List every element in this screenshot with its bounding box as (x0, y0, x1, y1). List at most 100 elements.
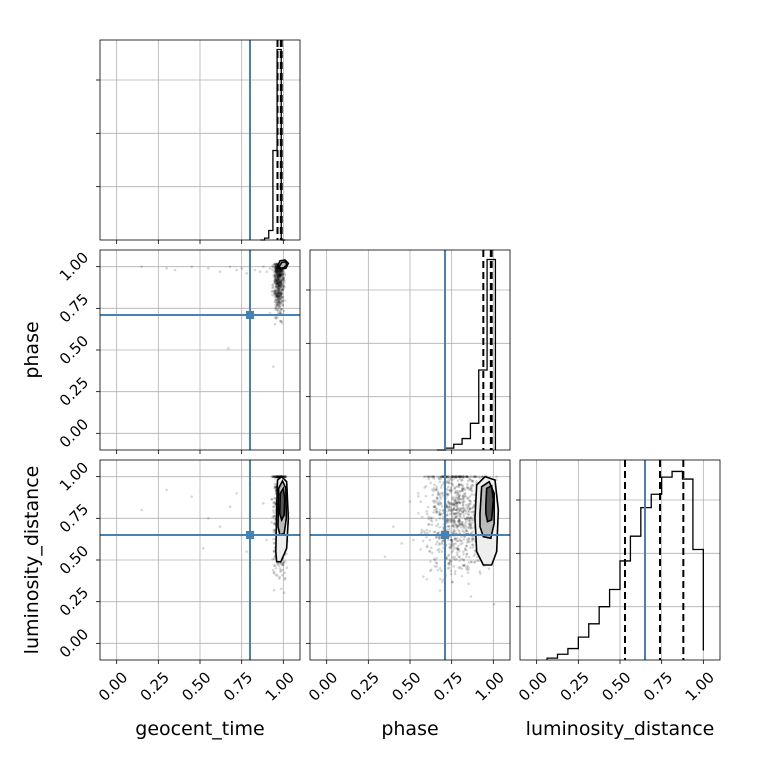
sample-point (446, 528, 449, 531)
sample-point (273, 289, 277, 292)
sample-point (275, 269, 278, 273)
sample-point (435, 562, 439, 565)
sample-point (277, 278, 281, 281)
sample-point (451, 484, 455, 487)
sample-point (417, 492, 420, 495)
sample-point (447, 493, 450, 496)
sample-point (449, 545, 453, 548)
sample-point (429, 569, 432, 573)
sample-point (453, 498, 457, 502)
sample-point (278, 285, 281, 289)
sample-point (441, 580, 444, 583)
sample-point (455, 524, 459, 528)
sample-point (277, 289, 280, 292)
sample-point (277, 296, 280, 299)
x-axis-label: geocent_time (135, 718, 264, 740)
sample-point (447, 553, 451, 556)
sample-point (284, 475, 287, 478)
sample-point (275, 270, 279, 274)
sample-point (280, 301, 283, 305)
sample-point (422, 575, 425, 578)
sample-point (457, 512, 461, 515)
sample-point (457, 483, 461, 487)
sample-point (464, 524, 468, 528)
sample-point (277, 281, 280, 284)
sample-point (276, 303, 279, 307)
sample-point (279, 273, 282, 277)
sample-point (274, 292, 277, 295)
sample-point (282, 561, 285, 564)
sample-point (279, 283, 282, 287)
sample-point (275, 302, 279, 305)
sample-point (279, 281, 283, 285)
sample-point (279, 286, 283, 289)
sample-point (449, 519, 453, 523)
sample-point (471, 479, 475, 483)
sample-point (277, 274, 281, 277)
sample-point (274, 289, 278, 293)
sample-point (464, 517, 468, 521)
sample-point (457, 519, 460, 523)
sample-point (278, 279, 282, 283)
sample-point (460, 521, 464, 524)
sample-point (446, 476, 450, 480)
x-tick-label: 0.50 (178, 668, 214, 704)
sample-point (461, 478, 464, 482)
sample-point (282, 561, 286, 564)
sample-point (278, 274, 282, 278)
sample-point (278, 285, 281, 288)
sample-point (427, 477, 430, 481)
sample-point (458, 523, 462, 527)
sample-point (453, 555, 457, 559)
sample-point (274, 277, 277, 280)
sample-point (455, 502, 459, 505)
sample-point (459, 489, 463, 493)
sample-point (446, 492, 449, 496)
sample-point (450, 544, 454, 547)
sample-point (427, 517, 430, 521)
sample-point (452, 557, 455, 561)
sample-point (451, 524, 455, 528)
sample-point (436, 502, 440, 506)
sample-point (487, 567, 491, 570)
sample-point (275, 271, 278, 274)
sample-point (447, 485, 450, 489)
sample-point (457, 496, 461, 500)
sample-point (276, 276, 280, 280)
sample-point (228, 505, 232, 508)
sample-point (468, 502, 471, 506)
sample-point (279, 269, 282, 273)
sample-point (447, 524, 450, 528)
sample-point (435, 518, 438, 522)
sample-point (466, 564, 469, 568)
sample-point (471, 545, 475, 549)
sample-point (273, 290, 277, 294)
sample-point (456, 492, 460, 495)
sample-point (282, 284, 286, 288)
sample-point (462, 501, 465, 504)
sample-point (469, 487, 473, 491)
sample-point (470, 539, 474, 543)
sample-point (472, 519, 475, 522)
sample-point (450, 538, 453, 542)
sample-point (428, 549, 431, 553)
sample-point (464, 520, 468, 524)
sample-point (458, 475, 461, 478)
sample-point (278, 305, 282, 308)
sample-point (272, 564, 276, 567)
sample-point (420, 530, 424, 534)
sample-point (452, 502, 455, 506)
sample-point (435, 497, 439, 500)
sample-point (469, 500, 473, 503)
sample-point (454, 546, 458, 550)
sample-point (462, 558, 466, 562)
sample-point (274, 306, 278, 309)
sample-point (281, 275, 285, 279)
sample-point (270, 497, 274, 501)
sample-point (451, 523, 455, 527)
sample-point (436, 568, 440, 572)
sample-point (278, 283, 281, 287)
sample-point (277, 290, 281, 293)
truth-marker (246, 311, 254, 319)
sample-point (279, 274, 282, 277)
